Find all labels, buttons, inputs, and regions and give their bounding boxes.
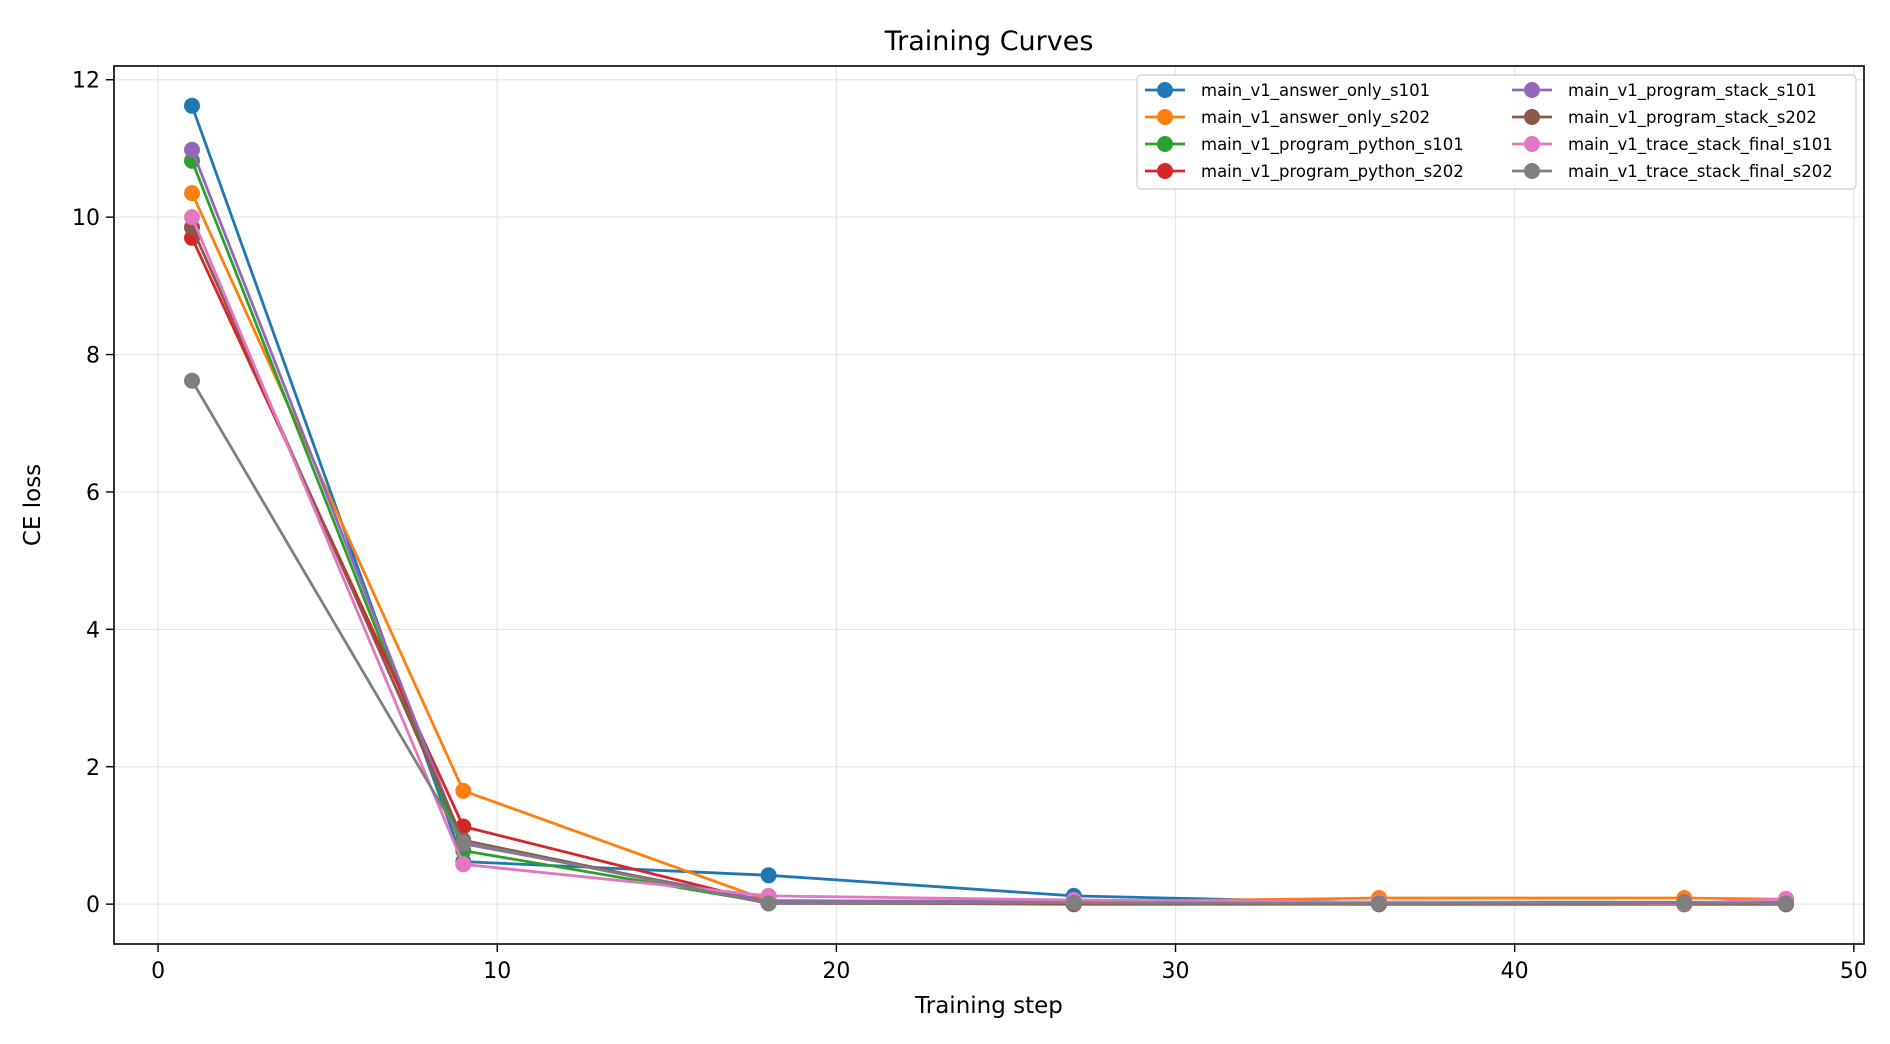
legend-label: main_v1_answer_only_s202	[1201, 108, 1430, 128]
y-tick-label: 10	[72, 206, 100, 231]
legend-label: main_v1_program_python_s101	[1201, 135, 1464, 155]
legend-swatch-marker	[1524, 109, 1540, 125]
y-tick-label: 2	[86, 756, 100, 781]
y-tick-label: 4	[86, 618, 100, 643]
legend-item: main_v1_program_python_s202	[1145, 162, 1464, 182]
series-layer	[184, 97, 1794, 913]
y-axis-title: CE loss	[20, 464, 46, 546]
data-point	[1676, 894, 1693, 911]
legend-label: main_v1_trace_stack_final_s202	[1568, 162, 1833, 182]
data-point	[184, 97, 200, 114]
legend-swatch-marker	[1524, 136, 1540, 152]
axis-ticks: 0 10 20 30 40 50 0 2 4 6 8 10 12	[72, 69, 1868, 984]
legend-item: main_v1_program_python_s101	[1145, 135, 1464, 155]
legend-box	[1136, 74, 1857, 190]
plot-frame	[113, 65, 1865, 945]
legend-item: main_v1_program_stack_s101	[1512, 81, 1817, 101]
data-point	[760, 867, 777, 884]
x-tick-label: 10	[483, 959, 511, 984]
legend-swatch-marker	[1157, 136, 1173, 152]
x-tick-label: 40	[1501, 959, 1529, 984]
legend-label: main_v1_program_stack_s101	[1568, 81, 1817, 101]
data-point	[1371, 895, 1387, 912]
legend-swatch-marker	[1157, 163, 1173, 179]
data-point	[455, 782, 472, 799]
legend-item: main_v1_trace_stack_final_s202	[1512, 162, 1833, 182]
data-point	[455, 856, 472, 873]
data-point	[760, 895, 777, 912]
legend-item: main_v1_trace_stack_final_s101	[1512, 135, 1833, 155]
data-point	[184, 209, 200, 226]
legend: main_v1_answer_only_s101 main_v1_answer_o…	[1136, 74, 1857, 190]
data-point	[1065, 894, 1082, 911]
y-tick-label: 12	[72, 69, 100, 94]
chart-title: Training Curves	[884, 26, 1094, 57]
legend-item: main_v1_answer_only_s101	[1145, 81, 1430, 101]
x-tick-label: 0	[151, 959, 165, 984]
legend-label: main_v1_program_python_s202	[1201, 162, 1464, 182]
data-point	[1778, 895, 1794, 912]
x-axis-title: Training step	[914, 993, 1063, 1019]
legend-swatch-marker	[1157, 109, 1173, 125]
legend-item: main_v1_program_stack_s202	[1512, 108, 1817, 128]
legend-swatch-marker	[1157, 82, 1173, 98]
legend-label: main_v1_answer_only_s101	[1201, 81, 1430, 101]
data-point	[184, 141, 200, 158]
legend-label: main_v1_trace_stack_final_s101	[1568, 135, 1833, 155]
data-point	[184, 372, 200, 389]
data-point	[184, 185, 200, 202]
series-main_v1_trace_stack_final_s202	[184, 372, 1794, 912]
x-tick-label: 20	[822, 959, 850, 984]
x-tick-label: 50	[1840, 959, 1868, 984]
legend-swatch-marker	[1524, 82, 1540, 98]
legend-label: main_v1_program_stack_s202	[1568, 108, 1817, 128]
x-tick-label: 30	[1162, 959, 1190, 984]
legend-swatch-marker	[1524, 163, 1540, 179]
y-tick-label: 8	[86, 344, 100, 369]
y-tick-label: 0	[86, 893, 100, 918]
legend-item: main_v1_answer_only_s202	[1145, 108, 1430, 128]
y-tick-label: 6	[86, 481, 100, 506]
data-point	[455, 834, 472, 851]
